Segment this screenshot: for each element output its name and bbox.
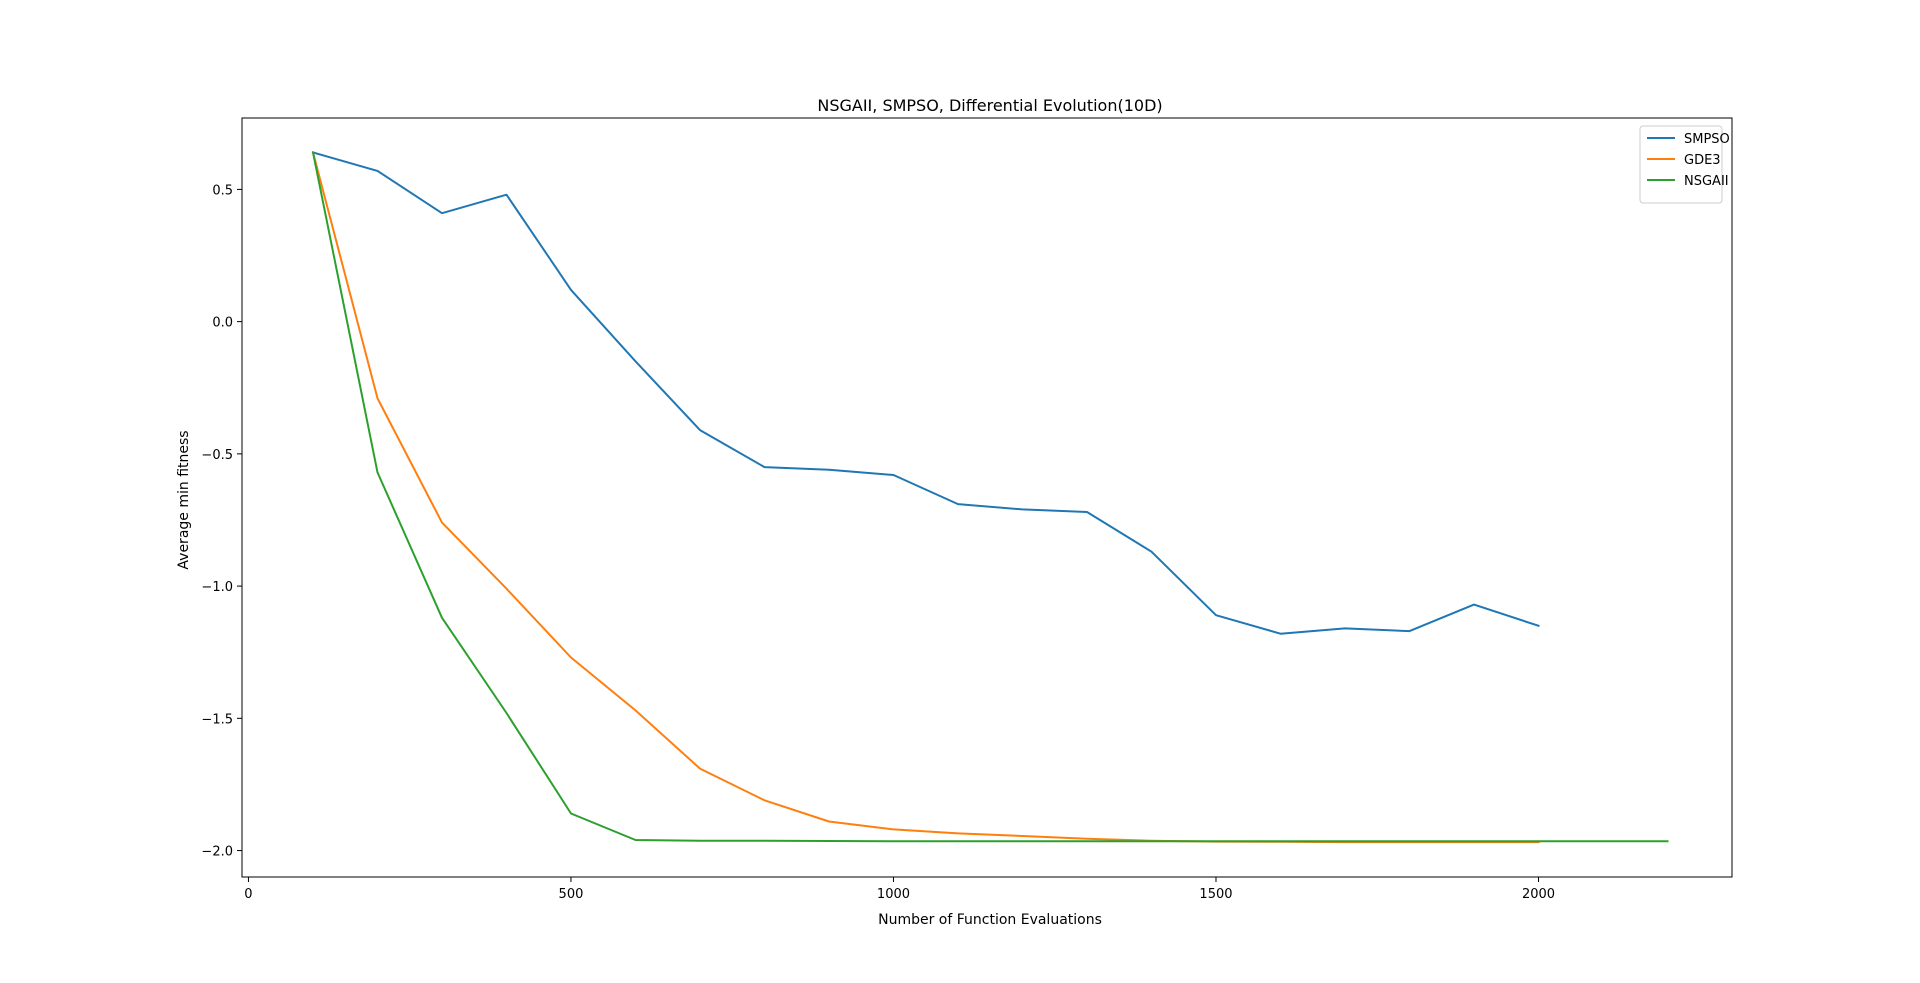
chart-title: NSGAII, SMPSO, Differential Evolution(10… <box>817 96 1162 115</box>
y-tick-label: −1.5 <box>201 712 233 727</box>
y-axis: 0.5 0.0 −0.5 −1.0 −1.5 −2.0 <box>201 183 242 860</box>
legend-label-smpso: SMPSO <box>1684 132 1730 147</box>
legend-box <box>1639 125 1723 204</box>
series-line-gde3 <box>311 151 1540 844</box>
x-tick-label: 500 <box>559 887 584 902</box>
plot-frame <box>241 117 1733 878</box>
x-tick-label: 1000 <box>877 887 910 902</box>
y-tick-label: 0.5 <box>212 183 233 198</box>
legend: SMPSO GDE3 NSGAII <box>1639 125 1730 204</box>
series-line-nsgaii <box>311 151 1669 843</box>
y-tick-label: −0.5 <box>201 448 233 463</box>
y-tick-label: 0.0 <box>212 316 233 331</box>
y-tick-label: −2.0 <box>201 845 233 860</box>
x-axis: 0 500 1000 1500 2000 <box>244 877 1555 902</box>
x-tick-label: 1500 <box>1199 887 1232 902</box>
series-line-smpso <box>311 151 1540 635</box>
y-tick-label: −1.0 <box>201 580 233 595</box>
series-layer <box>311 151 1669 844</box>
y-axis-label: Average min fitness <box>176 430 192 569</box>
legend-label-nsgaii: NSGAII <box>1684 174 1729 189</box>
x-tick-label: 0 <box>244 887 252 902</box>
legend-label-gde3: GDE3 <box>1684 153 1721 168</box>
x-axis-label: Number of Function Evaluations <box>878 912 1102 928</box>
x-tick-label: 2000 <box>1522 887 1555 902</box>
